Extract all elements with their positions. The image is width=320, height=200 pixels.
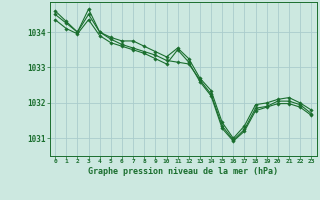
X-axis label: Graphe pression niveau de la mer (hPa): Graphe pression niveau de la mer (hPa) [88, 167, 278, 176]
